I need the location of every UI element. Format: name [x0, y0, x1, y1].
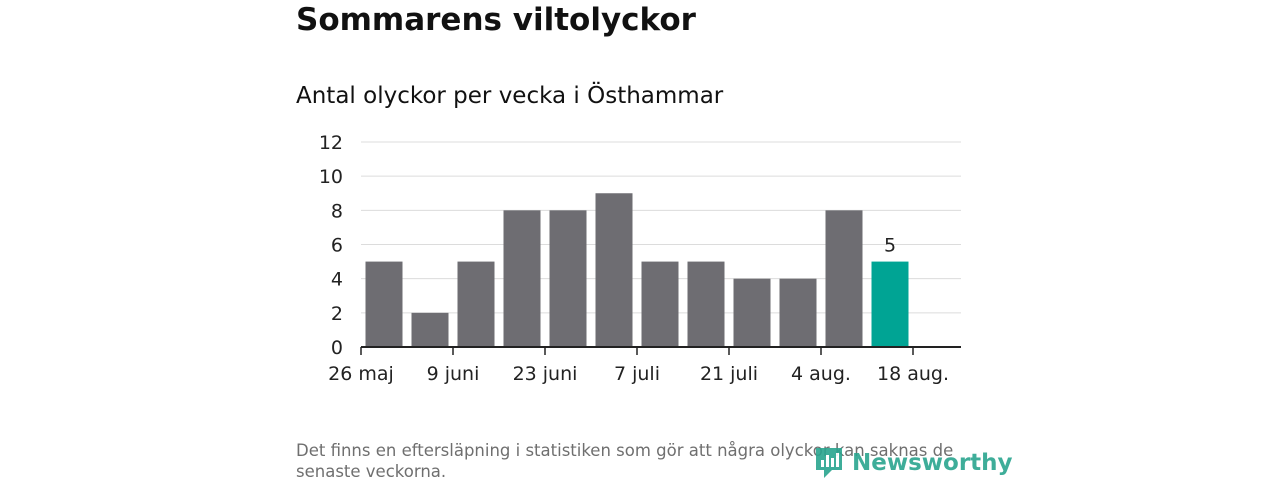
bar [871, 261, 909, 347]
x-tick-label: 26 maj [328, 363, 394, 385]
x-tick-label: 23 juni [513, 363, 578, 385]
y-tick-label: 2 [331, 303, 343, 325]
bar [365, 261, 403, 347]
y-tick-label: 4 [331, 269, 343, 291]
bar [687, 261, 725, 347]
bar [825, 210, 863, 347]
y-tick-label: 8 [331, 200, 343, 222]
y-tick-label: 10 [319, 166, 343, 188]
y-tick-label: 0 [331, 337, 343, 359]
x-tick-label: 7 juli [614, 363, 660, 385]
newsworthy-logo[interactable]: Newsworthy [814, 446, 1013, 480]
footnote: Det finns en eftersläpning i statistiken… [296, 441, 954, 481]
x-tick-label: 21 juli [700, 363, 758, 385]
newsworthy-logo-text: Newsworthy [852, 450, 1013, 476]
bar [549, 210, 587, 347]
chart-title: Antal olyckor per vecka i Östhammar [296, 83, 724, 109]
bar [733, 278, 771, 347]
newsworthy-logo-icon [816, 448, 842, 478]
x-tick-label: 18 aug. [877, 363, 949, 385]
x-tick-label: 9 juni [427, 363, 480, 385]
y-tick-label: 12 [319, 132, 343, 154]
y-tick-label: 6 [331, 235, 343, 257]
x-tick-label: 4 aug. [791, 363, 851, 385]
page-title: Sommarens viltolyckor [296, 2, 696, 38]
bar [411, 312, 449, 347]
data-label: 5 [884, 235, 896, 257]
bar [503, 210, 541, 347]
bar [595, 193, 633, 347]
bar [457, 261, 495, 347]
bar [641, 261, 679, 347]
bar [779, 278, 817, 347]
